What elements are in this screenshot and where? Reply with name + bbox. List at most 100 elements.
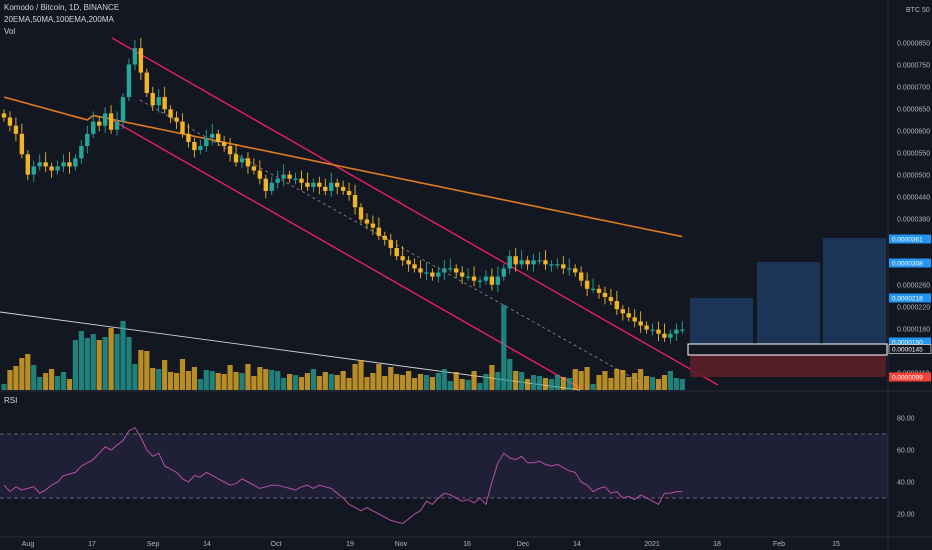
candle-body xyxy=(501,268,506,277)
indicator-list[interactable]: 20EMA,50MA,100EMA,200MA xyxy=(4,15,114,24)
price-axis[interactable]: 0.0000850 0.0000750 0.0000700 0.0000650 0.00… xyxy=(888,7,932,519)
candle-body xyxy=(400,256,405,261)
time-tick-label: Oct xyxy=(271,541,282,548)
candle-body xyxy=(364,219,370,224)
rsi-tick-label: 60.00 xyxy=(897,448,915,455)
volume-bar xyxy=(304,373,311,390)
price-badge-label: 0.0000145 xyxy=(892,347,923,354)
time-axis[interactable]: Aug 17 Sep 14 Oct 19 Nov 16 Dec 14 2021 18 Feb 15 xyxy=(22,541,840,548)
candle-body xyxy=(412,264,417,269)
volume-bar xyxy=(447,381,453,390)
volume-bar xyxy=(673,378,679,390)
volume-bar xyxy=(66,379,73,390)
candle-body xyxy=(388,239,393,249)
volume-bar xyxy=(620,370,626,390)
volume-bar xyxy=(429,377,435,390)
price-tick-label: 0.0000180 xyxy=(897,327,930,334)
volume-bar xyxy=(382,376,388,390)
candle-body xyxy=(578,272,584,281)
volume-bar xyxy=(626,377,632,390)
candle-body xyxy=(275,178,280,183)
candle-body xyxy=(459,272,465,277)
volume-bar xyxy=(322,372,328,390)
volume-bar xyxy=(530,375,537,390)
symbol-title: Komodo / Bitcoin, 1D, BINANCE xyxy=(4,3,120,12)
candle-body xyxy=(406,260,411,265)
volume-bar xyxy=(584,367,590,390)
time-tick-label: 15 xyxy=(832,541,840,548)
volume-bar xyxy=(120,321,126,390)
candle-body xyxy=(495,276,501,285)
price-tick-label: 0.0000750 xyxy=(897,63,930,70)
price-tick-label: 0.0000440 xyxy=(897,195,930,202)
target-box xyxy=(757,262,820,344)
volume-bar xyxy=(78,331,84,390)
volume-bar xyxy=(221,374,227,390)
candle-body xyxy=(126,64,132,98)
volume-bar xyxy=(215,373,221,390)
volume-bar xyxy=(411,378,418,390)
price-badge-label: 0.0000361 xyxy=(892,237,923,244)
volume-bar xyxy=(519,372,525,390)
volume-bar xyxy=(126,337,132,390)
candle-body xyxy=(239,158,245,163)
volume-bar xyxy=(96,340,102,390)
candle-body xyxy=(335,182,340,187)
candle-body xyxy=(251,166,257,171)
volume-bar xyxy=(661,375,668,390)
volume-bar xyxy=(655,379,662,390)
volume-bar xyxy=(156,369,162,390)
candle-body xyxy=(210,133,215,138)
candle-body xyxy=(525,260,530,265)
candle-body xyxy=(340,186,346,191)
volume-bar xyxy=(417,374,424,390)
volume-bar xyxy=(340,371,346,390)
volume-bar xyxy=(495,372,501,390)
price-badge xyxy=(889,337,931,347)
volume-bar xyxy=(525,379,531,390)
candle-body xyxy=(61,162,66,167)
volume-bar xyxy=(263,369,269,390)
candle-body xyxy=(656,329,661,334)
rsi-tick-label: 20.00 xyxy=(897,512,915,519)
volume-bar xyxy=(394,374,400,390)
volume-bar xyxy=(287,374,293,390)
volume-bar xyxy=(590,384,596,390)
volume-bar xyxy=(191,367,197,390)
volume-bar xyxy=(649,377,656,390)
volume-trend-line xyxy=(0,311,581,391)
entry-box xyxy=(687,343,888,356)
target-box xyxy=(690,298,753,344)
volume-bar xyxy=(578,371,584,390)
candle-body xyxy=(632,317,637,322)
candle-body xyxy=(257,170,263,179)
time-tick-label: 18 xyxy=(713,541,721,548)
stop-zone xyxy=(690,355,886,377)
candle-body xyxy=(477,280,483,282)
volume-bar xyxy=(513,371,519,390)
candle-body xyxy=(1,113,7,118)
price-tick-label: 0.0000650 xyxy=(897,107,930,114)
volume-bar xyxy=(501,305,507,390)
candle-body xyxy=(180,121,185,134)
volume-bar xyxy=(572,369,578,390)
price-badge xyxy=(889,258,931,268)
candle-body xyxy=(216,133,221,142)
price-tick-label: 0.0000600 xyxy=(897,129,930,136)
candle-body xyxy=(13,125,19,134)
price-badge xyxy=(889,234,931,244)
volume-bar xyxy=(90,334,96,390)
volume-bar xyxy=(84,338,90,390)
volume-bar xyxy=(257,367,263,390)
volume-bar xyxy=(471,371,477,390)
price-tick-label: 0.0000550 xyxy=(897,151,930,158)
volume-bar xyxy=(72,340,78,390)
volume-bar xyxy=(37,377,43,390)
candle-body xyxy=(97,121,102,126)
target-box xyxy=(823,238,886,344)
candle-body xyxy=(91,121,96,134)
candle-body xyxy=(382,235,387,240)
candle-body xyxy=(614,301,620,310)
candle-body xyxy=(192,141,197,151)
